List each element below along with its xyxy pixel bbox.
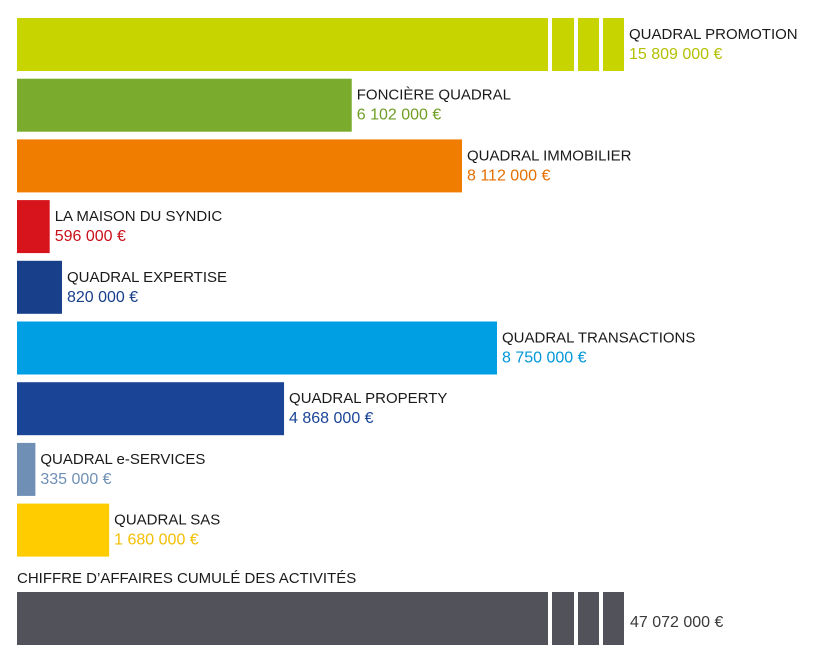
bar-quadral-expertise	[17, 260, 62, 314]
total-title: CHIFFRE D’AFFAIRES CUMULÉ DES ACTIVITÉS	[17, 570, 356, 587]
bar-quadral-promotion-segment-main	[17, 18, 548, 71]
value-label: 1 680 000 €	[114, 532, 199, 549]
bars-layer	[17, 18, 624, 557]
value-label: 15 809 000 €	[629, 46, 723, 63]
bar-quadral-promotion-segment-stub-1	[552, 18, 574, 71]
category-label: QUADRAL EXPERTISE	[67, 269, 227, 286]
total-layer: CHIFFRE D’AFFAIRES CUMULÉ DES ACTIVITÉS 4…	[17, 570, 724, 645]
bar-quadral-promotion-segment-stub-2	[578, 18, 599, 71]
bar-quadral-e-services	[17, 442, 36, 496]
category-label: QUADRAL TRANSACTIONS	[502, 330, 695, 347]
value-label: 6 102 000 €	[357, 107, 442, 124]
category-label: QUADRAL PROPERTY	[289, 390, 447, 407]
bar-quadral-sas	[17, 503, 110, 557]
bar-quadral-property	[17, 382, 285, 436]
category-label: LA MAISON DU SYNDIC	[55, 208, 223, 225]
bar-quadral-immobilier	[17, 139, 463, 193]
value-label: 8 112 000 €	[467, 167, 550, 184]
bar-total-segment-stub-2	[578, 592, 599, 645]
bar-quadral-promotion-segment-stub-3	[603, 18, 624, 71]
value-label: 4 868 000 €	[289, 410, 374, 427]
category-label: QUADRAL IMMOBILIER	[467, 147, 632, 164]
bar-fonci-re-quadral	[17, 78, 352, 132]
category-label: QUADRAL e-SERVICES	[40, 451, 205, 468]
bar-total-segment-main	[17, 592, 548, 645]
category-label: FONCIÈRE QUADRAL	[357, 87, 511, 104]
bar-total-segment-stub-3	[603, 592, 624, 645]
value-label: 335 000 €	[40, 471, 111, 488]
total-value-label: 47 072 000 €	[630, 614, 724, 631]
bar-la-maison-du-syndic	[17, 200, 50, 254]
category-label: QUADRAL PROMOTION	[629, 26, 798, 43]
value-label: 596 000 €	[55, 228, 126, 245]
bar-total-segment-stub-1	[552, 592, 574, 645]
value-label: 8 750 000 €	[502, 350, 587, 367]
value-label: 820 000 €	[67, 289, 138, 306]
bar-quadral-transactions	[17, 321, 497, 375]
labels-layer: QUADRAL PROMOTION 15 809 000 € FONCIÈRE QU…	[40, 26, 797, 549]
category-label: QUADRAL SAS	[114, 512, 220, 529]
